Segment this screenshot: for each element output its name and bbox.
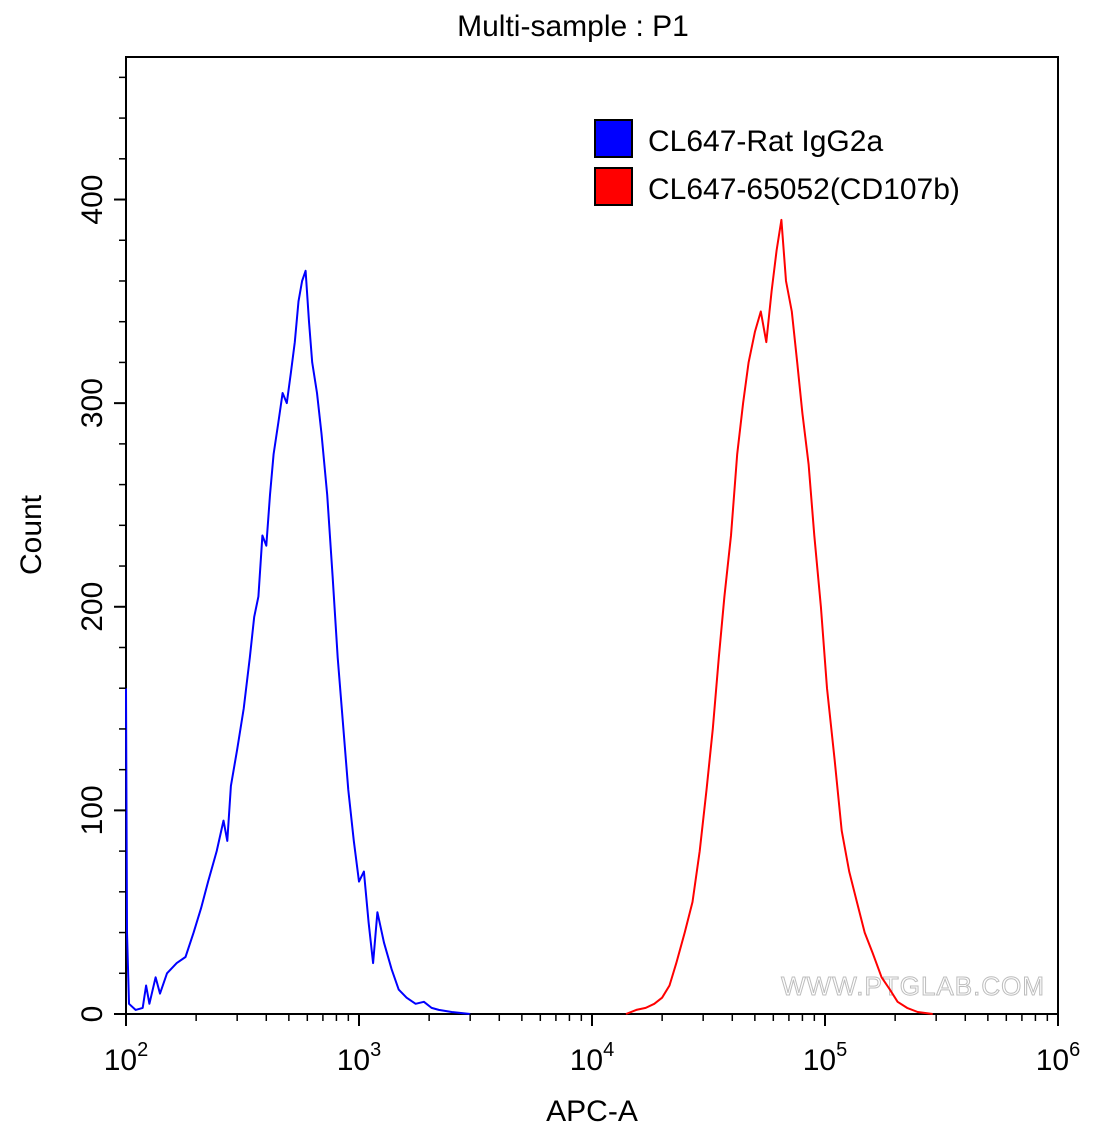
x-tick-label: 106 bbox=[1036, 1039, 1081, 1077]
x-axis-label: APC-A bbox=[546, 1095, 638, 1128]
series-line-2 bbox=[625, 218, 933, 1015]
y-axis-label: Count bbox=[15, 494, 48, 575]
x-tick-label: 102 bbox=[104, 1039, 149, 1077]
watermark: WWW.PTGLAB.COM bbox=[781, 971, 1045, 1002]
x-tick-label: 104 bbox=[570, 1039, 615, 1077]
legend-label: CL647-65052(CD107b) bbox=[648, 173, 960, 206]
y-tick-label: 300 bbox=[76, 378, 109, 428]
y-axis: 0 100 200 300 400 bbox=[76, 76, 126, 1023]
x-tick-label: 103 bbox=[337, 1039, 382, 1077]
series-layer bbox=[125, 218, 933, 1015]
legend-swatch bbox=[594, 167, 633, 206]
y-tick-label: 200 bbox=[76, 582, 109, 632]
legend: CL647-Rat IgG2a CL647-65052(CD107b) bbox=[594, 119, 960, 206]
x-tick-label: 105 bbox=[803, 1039, 848, 1077]
y-tick-label: 400 bbox=[76, 175, 109, 225]
legend-swatch bbox=[594, 119, 633, 158]
y-tick-label: 100 bbox=[76, 785, 109, 835]
legend-label: CL647-Rat IgG2a bbox=[648, 125, 883, 158]
x-axis: 102 103 104 105 106 bbox=[104, 1014, 1081, 1077]
chart-title: Multi-sample : P1 bbox=[457, 10, 689, 43]
series-line-1 bbox=[125, 269, 471, 1015]
y-tick-label: 0 bbox=[76, 1006, 109, 1023]
watermark-text: WWW.PTGLAB.COM bbox=[781, 971, 1045, 1001]
